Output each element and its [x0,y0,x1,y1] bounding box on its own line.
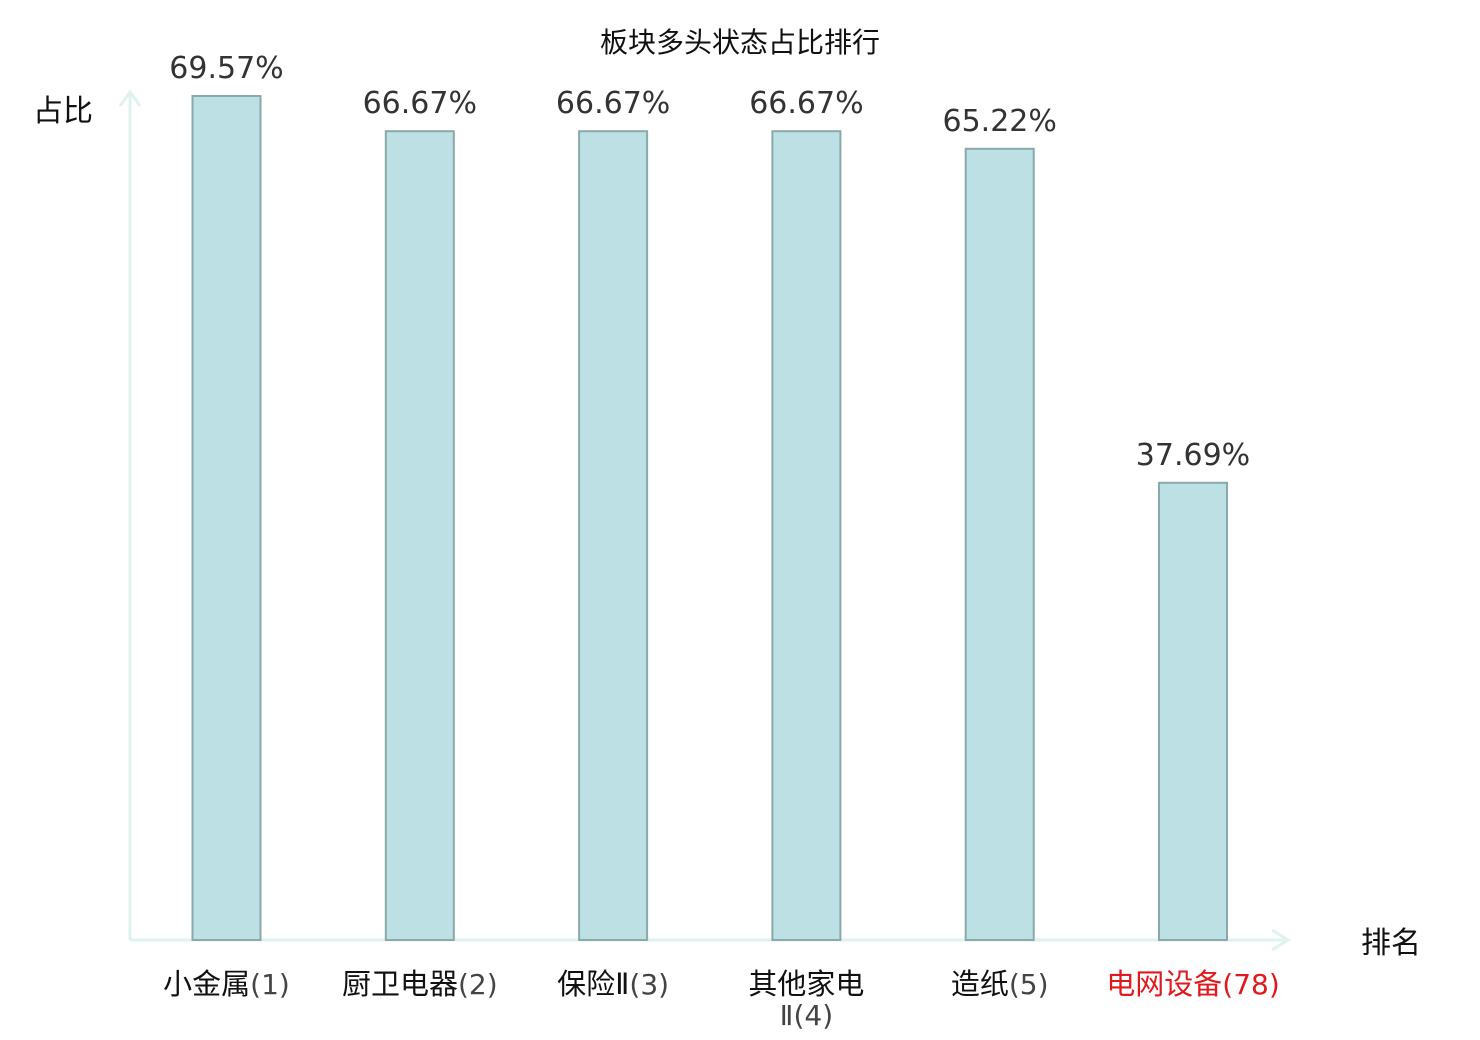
chart-title: 板块多头状态占比排行 [600,26,880,59]
category-label: 厨卫电器(2) [342,967,498,1001]
bar [191,95,262,941]
value-labels: 69.57% 66.67% 66.67% 66.67% 65.22% 37.69% [169,51,1250,473]
bar-value-label: 65.22% [943,104,1057,139]
x-axis-arrow [1271,928,1291,952]
category-label: 其他家电 [748,967,864,1001]
bar-value-label: 66.67% [749,86,863,121]
bar [964,147,1035,942]
category-label: 电网设备(78) [1106,967,1280,1001]
category-label: 保险Ⅱ(3) [557,967,669,1001]
axes [118,89,1291,952]
bar [384,130,455,941]
bar-value-label: 69.57% [169,51,283,86]
y-axis-label: 占比 [33,94,93,129]
bar [578,130,649,941]
bar-value-label: 37.69% [1136,438,1250,473]
category-label: 造纸(5) [951,967,1049,1001]
bar-value-label: 66.67% [363,86,477,121]
category-label: 小金属(1) [163,967,290,1001]
category-label-line2: Ⅱ(4) [780,999,833,1032]
bars [191,95,1228,942]
bar-value-label: 66.67% [556,86,670,121]
x-axis-label: 排名 [1361,926,1421,961]
bar [1158,481,1228,941]
y-axis-arrow [118,89,142,107]
bar [771,130,842,941]
